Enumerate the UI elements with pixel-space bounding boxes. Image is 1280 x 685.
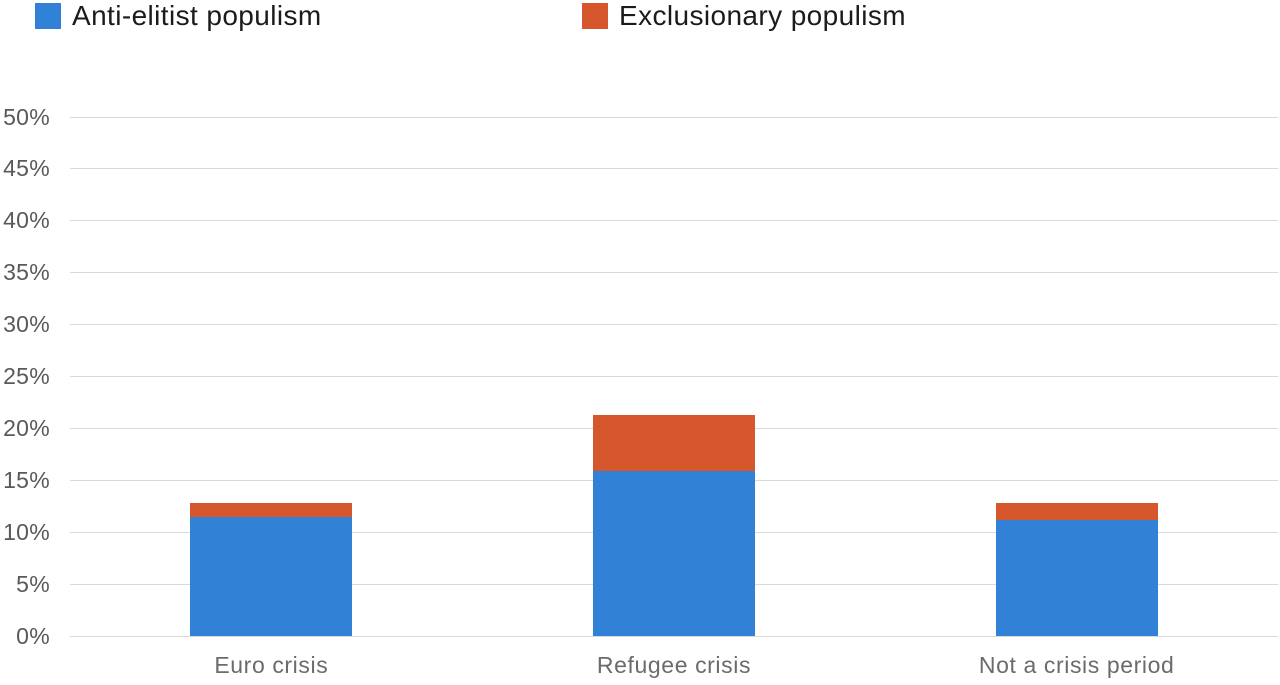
bar-not-a-crisis-period bbox=[995, 503, 1158, 636]
gridline-0 bbox=[70, 635, 1278, 637]
legend-item-exclusionary: Exclusionary populism bbox=[582, 1, 906, 31]
gridline-35 bbox=[70, 272, 1278, 274]
y-tick-label-45: 45% bbox=[3, 155, 50, 182]
legend-swatch-anti-elitist bbox=[35, 3, 61, 29]
x-tick-label-refugee-crisis: Refugee crisis bbox=[596, 652, 752, 678]
gridline-30 bbox=[70, 324, 1278, 326]
x-axis-labels: Euro crisis Refugee crisis Not a crisis pe… bbox=[70, 650, 1278, 682]
bar-refugee-crisis bbox=[593, 414, 755, 636]
bar-segment-exclusionary-populism-not-a-crisis-period bbox=[995, 503, 1158, 520]
y-tick-label-30: 30% bbox=[3, 311, 50, 338]
y-tick-label-50: 50% bbox=[3, 103, 50, 130]
gridline-45 bbox=[70, 168, 1278, 170]
y-tick-label-25: 25% bbox=[3, 363, 50, 389]
gridline-50 bbox=[70, 116, 1278, 118]
y-tick-label-5: 5% bbox=[16, 570, 50, 597]
y-tick-label-10: 10% bbox=[3, 518, 50, 545]
y-axis-labels: 0% 5% 10% 15% 20% 25% 30% 35% 40% 45% 50% bbox=[0, 105, 50, 647]
bar-segment-exclusionary-populism-euro-crisis bbox=[190, 503, 353, 517]
gridline-25 bbox=[70, 376, 1278, 377]
legend-item-anti-elitist: Anti-elitist populism bbox=[35, 1, 322, 31]
bar-segment-anti-elitist-populism-euro-crisis bbox=[190, 516, 353, 636]
bar-euro-crisis bbox=[190, 503, 353, 636]
bar-segment-anti-elitist-populism-refugee-crisis bbox=[593, 470, 755, 636]
legend-label-exclusionary: Exclusionary populism bbox=[619, 0, 906, 31]
legend-label-anti-elitist: Anti-elitist populism bbox=[72, 0, 322, 31]
x-tick-label-euro-crisis: Euro crisis bbox=[214, 652, 329, 678]
y-tick-label-35: 35% bbox=[3, 259, 50, 286]
bar-segment-anti-elitist-populism-not-a-crisis-period bbox=[995, 519, 1158, 636]
legend-swatch-exclusionary bbox=[582, 3, 608, 29]
gridline-40 bbox=[70, 220, 1278, 222]
plot-area bbox=[70, 116, 1278, 637]
y-tick-label-0: 0% bbox=[16, 622, 50, 649]
bar-segment-exclusionary-populism-refugee-crisis bbox=[593, 414, 755, 471]
y-tick-label-20: 20% bbox=[3, 414, 50, 441]
y-tick-label-15: 15% bbox=[3, 466, 50, 493]
y-tick-label-40: 40% bbox=[3, 207, 50, 234]
x-tick-label-not-a-crisis-period: Not a crisis period bbox=[978, 652, 1175, 678]
